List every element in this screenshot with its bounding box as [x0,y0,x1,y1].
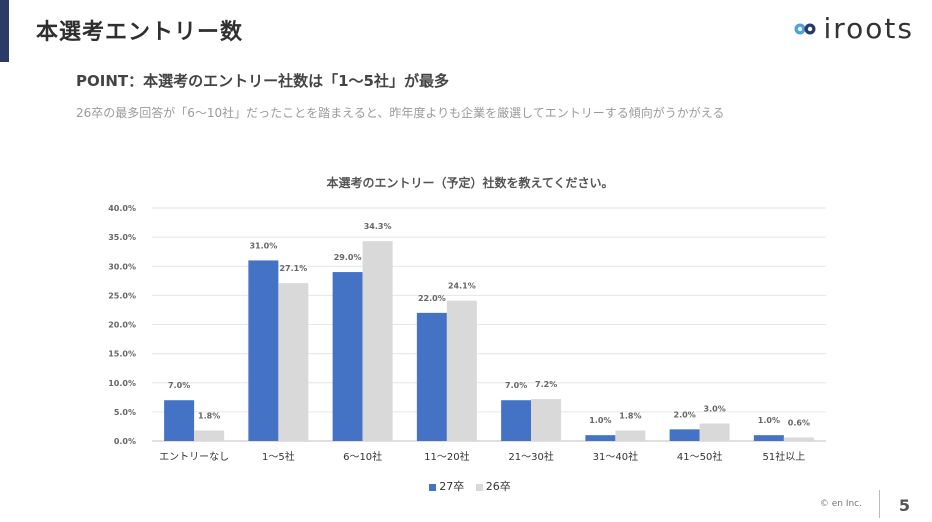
logo: iroots [793,12,914,45]
bar-26 [194,430,225,441]
bar-27 [669,429,700,441]
bar-26 [615,430,646,441]
data-label: 22.0% [418,294,446,303]
data-label: 29.0% [334,253,362,262]
bar-26 [699,423,730,441]
bar-27 [248,260,279,441]
y-tick-label: 40.0% [108,204,136,213]
point-heading: POINT：本選考のエントリー社数は「1〜5社」が最多 [76,72,449,90]
bar-27 [501,400,532,441]
y-tick-label: 10.0% [108,379,136,388]
bar-27 [416,312,447,441]
x-tick-label: 1〜5社 [262,450,295,463]
legend-label-26: 26卒 [485,480,511,493]
data-label: 24.1% [448,282,476,291]
chart-legend: 27卒 26卒 [100,478,840,494]
data-label: 3.0% [704,405,726,414]
bar-26 [531,399,562,441]
y-tick-label: 25.0% [108,291,136,300]
bar-27 [164,400,195,441]
data-label: 1.8% [619,412,641,421]
legend-swatch-26 [475,483,483,491]
bar-27 [753,435,784,441]
footer-separator [879,490,880,518]
chart-title: 本選考のエントリー（予定）社数を教えてください。 [326,176,614,190]
bar-26 [278,283,309,441]
x-tick-label: 51社以上 [763,450,806,463]
data-label: 1.0% [758,416,780,425]
x-tick-label: 11〜20社 [424,450,469,463]
legend-swatch-27 [429,483,437,491]
data-label: 7.0% [168,381,190,390]
y-tick-label: 20.0% [108,321,136,330]
data-label: 7.0% [505,381,527,390]
y-tick-label: 35.0% [108,233,136,242]
copyright-text: © en Inc. [819,499,862,509]
data-label: 0.6% [788,419,810,428]
infinity-logo-icon [794,23,816,34]
data-label: 2.0% [674,410,696,419]
chart-container: 本選考のエントリー（予定）社数を教えてください。 0.0% 5.0% 10.0% 15… [100,168,840,498]
data-label: 1.0% [589,416,611,425]
legend-item-27: 27卒 [429,478,464,494]
page-title: 本選考エントリー数 [36,20,244,45]
x-tick-label: 41〜50社 [677,450,722,463]
bar-27 [332,272,363,441]
data-label: 34.3% [364,222,392,231]
description-text: 26卒の最多回答が「6〜10社」だったことを踏まえると、昨年度よりも企業を厳選し… [76,106,725,120]
data-label: 31.0% [249,241,277,250]
data-label: 1.8% [198,412,220,421]
data-label: 27.1% [279,264,307,273]
y-tick-label: 30.0% [108,262,136,271]
bar-26 [783,437,814,441]
logo-text: iroots [823,12,914,45]
x-tick-label: 6〜10社 [343,450,382,463]
y-tick-label: 15.0% [108,350,136,359]
x-tick-label: 31〜40社 [593,450,638,463]
y-tick-label: 0.0% [114,437,136,446]
x-tick-label: エントリーなし [159,451,229,463]
accent-bar [0,0,9,62]
bar-26 [446,300,477,441]
bar-chart: 0.0% 5.0% 10.0% 15.0% 20.0% 25.0% 30.0% 35.0% 40… [108,204,826,463]
page-number: 5 [898,496,910,515]
legend-item-26: 26卒 [475,478,511,494]
legend-label-27: 27卒 [439,480,465,493]
y-tick-label: 5.0% [114,408,136,417]
data-label: 7.2% [535,380,557,389]
bar-27 [585,435,616,441]
x-tick-label: 21〜30社 [508,450,553,463]
bar-26 [362,241,393,441]
